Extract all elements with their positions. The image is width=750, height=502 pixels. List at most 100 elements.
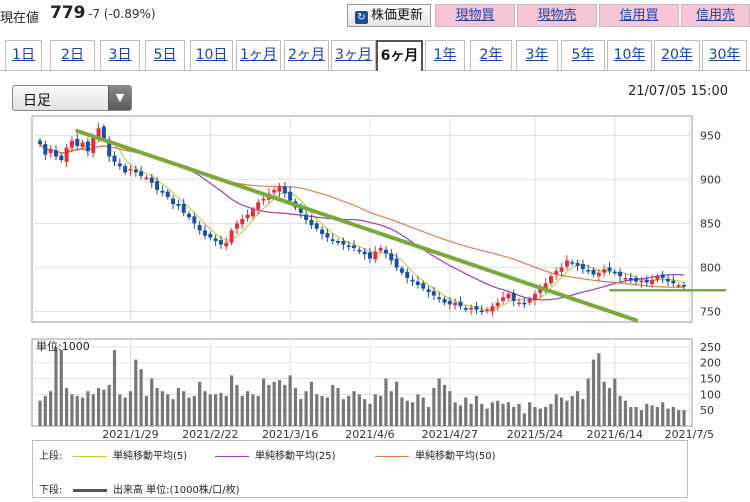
volume-bar — [485, 408, 489, 426]
volume-bar — [607, 388, 612, 426]
volume-bar — [671, 407, 675, 426]
tab-3y[interactable]: 3年 — [516, 40, 558, 70]
candle-body — [580, 263, 585, 270]
candle-body — [224, 242, 229, 247]
candle-body — [187, 213, 192, 218]
candle-body — [149, 177, 154, 183]
candle-body — [394, 258, 399, 268]
candle-body — [117, 163, 122, 167]
volume-bar — [182, 391, 186, 426]
tab-2y[interactable]: 2年 — [470, 40, 512, 70]
date-tick-label: 2021/2/22 — [182, 428, 238, 440]
margin-sell-button[interactable]: 信用売 — [681, 4, 750, 27]
refresh-button[interactable]: ↻ 株価更新 — [347, 4, 431, 27]
candle-body — [240, 219, 245, 225]
tab-1y[interactable]: 1年 — [425, 40, 465, 70]
legend-ma50-swatch — [375, 455, 409, 457]
candle-body — [107, 139, 112, 157]
candle-body — [85, 141, 90, 152]
tab-1m[interactable]: 1ヶ月 — [236, 40, 281, 70]
candle-body — [431, 291, 436, 296]
candle-body — [314, 223, 319, 229]
volume-bar — [623, 400, 628, 426]
volume-bar — [448, 391, 452, 426]
candle-body — [229, 230, 234, 243]
candle-body — [69, 140, 74, 148]
volume-bars — [38, 346, 686, 426]
candle-body — [171, 198, 176, 205]
legend-ma50: 単純移動平均(50) — [375, 447, 496, 462]
volume-bar — [304, 391, 308, 426]
volume-bar — [245, 391, 250, 426]
volume-bar — [559, 397, 564, 426]
candle-body — [288, 191, 293, 201]
candle-body — [176, 204, 181, 206]
tab-10d[interactable]: 10日 — [190, 40, 233, 70]
volume-bar — [464, 397, 468, 426]
tab-30y[interactable]: 30年 — [702, 40, 747, 70]
volume-bar — [208, 394, 212, 426]
tab-2m[interactable]: 2ヶ月 — [284, 40, 329, 70]
candle-body — [139, 171, 144, 176]
tab-2d[interactable]: 2日 — [50, 40, 95, 70]
refresh-label: 株価更新 — [370, 8, 423, 23]
candle-body — [309, 219, 314, 226]
volume-bar — [458, 405, 463, 426]
volume-bar — [299, 399, 303, 426]
tab-3m[interactable]: 3ヶ月 — [331, 40, 376, 70]
candle-body — [202, 230, 207, 236]
candle-body — [575, 263, 580, 266]
tab-3d[interactable]: 3日 — [100, 40, 140, 70]
volume-bar — [38, 400, 42, 426]
candle-body — [234, 223, 239, 229]
candle-body — [261, 198, 266, 201]
volume-bar — [267, 384, 271, 426]
price-label: 現在値 — [0, 11, 40, 26]
volume-bar — [256, 395, 260, 426]
tab-1d[interactable]: 1日 — [5, 40, 42, 70]
candle-body — [602, 269, 607, 273]
volume-tick-label: 200 — [700, 357, 721, 370]
volume-bar — [251, 394, 255, 426]
volume-bar — [54, 346, 58, 426]
date-tick-label: 2021/4/6 — [345, 428, 394, 440]
tab-5d[interactable]: 5日 — [145, 40, 185, 70]
volume-bar — [224, 395, 228, 426]
volume-bar — [102, 389, 106, 426]
legend-ma5-swatch — [73, 455, 107, 457]
candle-body — [447, 300, 452, 305]
legend-volume-label: 出来高 単位:(1000株/口/枚) — [113, 485, 240, 496]
candlesticks — [38, 123, 686, 317]
tab-5y[interactable]: 5年 — [561, 40, 605, 70]
candle-body — [256, 202, 261, 210]
candle-body — [59, 155, 64, 161]
candle-body — [628, 277, 633, 280]
cash-buy-button[interactable]: 現物買 — [435, 4, 515, 27]
volume-bar — [474, 395, 479, 426]
tab-20y[interactable]: 20年 — [654, 40, 700, 70]
candle-body — [378, 248, 383, 251]
volume-bar — [655, 407, 659, 426]
volume-bar — [192, 395, 196, 426]
candle-body — [660, 274, 665, 278]
cash-sell-button[interactable]: 現物売 — [517, 4, 597, 27]
volume-bar — [549, 403, 553, 426]
volume-bar — [272, 381, 276, 426]
margin-buy-button[interactable]: 信用買 — [599, 4, 679, 27]
volume-bar — [538, 408, 542, 426]
volume-bar — [368, 403, 372, 426]
candle-body — [75, 138, 80, 146]
volume-bar — [512, 407, 516, 426]
chart-datetime: 21/07/05 15:00 — [628, 84, 728, 99]
volume-bar — [544, 407, 548, 426]
candle-body — [367, 252, 372, 259]
candle-body — [415, 281, 420, 286]
tab-10y[interactable]: 10年 — [607, 40, 652, 70]
tab-6m[interactable]: 6ヶ月 — [376, 40, 423, 71]
interval-select[interactable]: 日足 ▼ — [12, 85, 132, 111]
price-tick-label: 900 — [700, 173, 721, 186]
volume-bar — [155, 388, 159, 426]
candle-body — [682, 285, 686, 287]
volume-bar — [389, 391, 393, 426]
candle-body — [522, 302, 527, 305]
